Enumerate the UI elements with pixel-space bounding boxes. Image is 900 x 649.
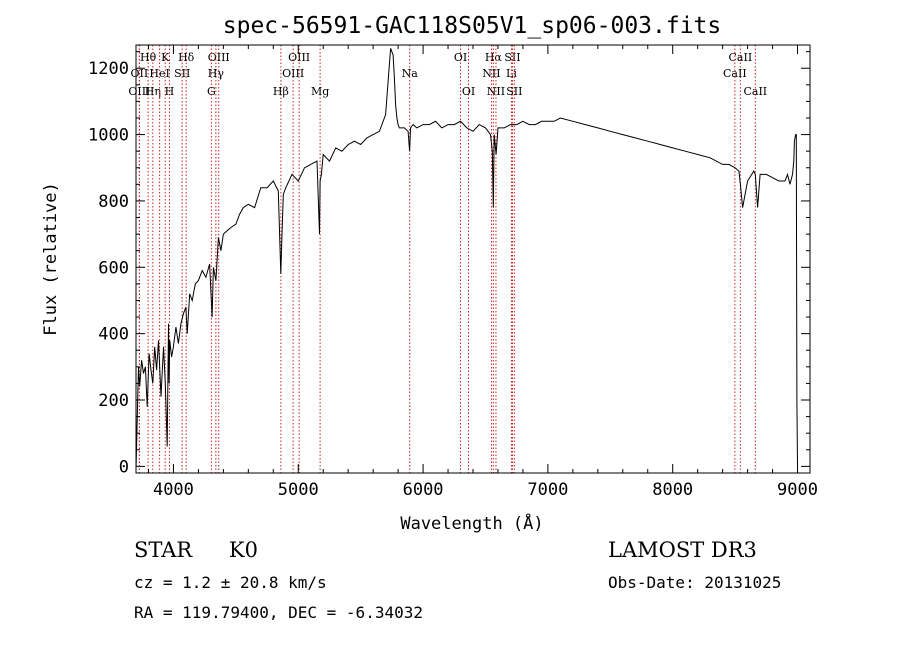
x-tick-label: 6000 xyxy=(403,480,444,500)
x-tick-label: 7000 xyxy=(527,480,568,500)
plot-frame xyxy=(135,44,811,474)
spectral-line-label: OIII xyxy=(282,67,304,80)
x-tick-label: 5000 xyxy=(278,480,319,500)
y-tick-label: 400 xyxy=(98,325,129,345)
y-axis-label: Flux (relative) xyxy=(41,182,61,336)
spectral-line-label: SII xyxy=(506,85,522,98)
spectral-line-label: OI xyxy=(454,51,467,64)
y-tick-label: 200 xyxy=(98,391,129,411)
obs-date: Obs-Date: 20131025 xyxy=(608,573,782,592)
spectral-line-label: NII xyxy=(487,85,505,98)
y-tick-label: 0 xyxy=(119,457,129,477)
spectral-line-label: CaII xyxy=(729,51,753,64)
spectral-line-label: OIII xyxy=(288,51,310,64)
spectral-line-label: HeI xyxy=(149,67,169,80)
spectral-line-label: Hθ xyxy=(140,51,157,64)
y-tick-label: 800 xyxy=(98,192,129,212)
spectral-line-label: Hη xyxy=(145,85,161,98)
redshift-readout: cz = 1.2 ± 20.8 km/s xyxy=(134,573,327,592)
y-axis: 0 200 400 600 800 1000 1200 xyxy=(88,51,810,477)
survey-name: LAMOST DR3 xyxy=(608,538,757,562)
y-tick-label: 1200 xyxy=(88,59,129,79)
spectral-line-label: Hα xyxy=(485,51,503,64)
spectral-line-label: OI xyxy=(462,85,475,98)
spectral-line-label: K xyxy=(161,51,170,64)
spectral-line-label: Mg xyxy=(311,85,329,98)
object-subclass: K0 xyxy=(228,538,258,562)
spectral-line-label: Na xyxy=(402,67,419,80)
chart-title: spec-56591-GAC118S05V1_sp06-003.fits xyxy=(223,13,722,39)
spectrum-line xyxy=(135,48,798,470)
spectral-line-label: OIII xyxy=(128,85,150,98)
spectral-line-label: Li xyxy=(506,67,517,80)
spectral-line-label: G xyxy=(207,85,216,98)
y-tick-label: 600 xyxy=(98,258,129,278)
spectral-line-label: SII xyxy=(504,51,520,64)
y-tick-label: 1000 xyxy=(88,126,129,146)
spectral-line-label: Hγ xyxy=(208,67,225,80)
object-class: STAR K0 xyxy=(134,538,258,562)
spectral-line-label: CaII xyxy=(743,85,767,98)
spectral-line-label: SII xyxy=(174,67,190,80)
coordinates: RA = 119.79400, DEC = -6.34032 xyxy=(134,603,423,622)
spectral-line-label: CaII xyxy=(723,67,747,80)
x-axis: 4000 5000 6000 7000 8000 9000 xyxy=(147,45,818,500)
x-axis-label: Wavelength (Å) xyxy=(400,512,543,534)
spectral-line-label: OIII xyxy=(208,51,230,64)
x-tick-label: 8000 xyxy=(652,480,693,500)
object-class-label: STAR xyxy=(134,538,193,562)
x-tick-label: 9000 xyxy=(777,480,818,500)
spectral-line-label: Hβ xyxy=(273,85,289,98)
spectral-line-label: NII xyxy=(482,67,500,80)
x-tick-label: 4000 xyxy=(153,480,194,500)
spectral-line-label: H xyxy=(165,85,175,98)
spectral-line-label: Hδ xyxy=(178,51,195,64)
